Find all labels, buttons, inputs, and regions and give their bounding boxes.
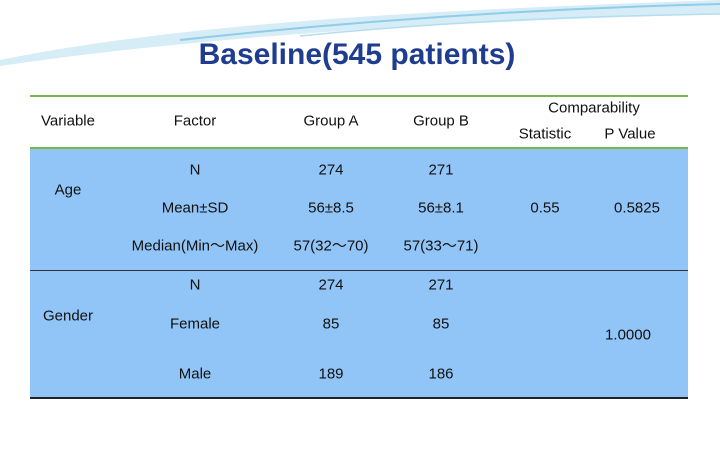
header: Group B bbox=[413, 112, 469, 130]
table-body bbox=[30, 148, 688, 398]
header: Comparability bbox=[548, 99, 640, 117]
decoration bbox=[0, 0, 720, 66]
factor: Male bbox=[178, 365, 212, 383]
group-a-value: 274 bbox=[318, 161, 344, 179]
group-b-value: 186 bbox=[428, 365, 454, 383]
group-b-value: 57(33～71) bbox=[403, 237, 479, 255]
group-a-value: 57(32～70) bbox=[293, 237, 369, 255]
group-a-value: 85 bbox=[322, 315, 340, 333]
header: Statistic bbox=[518, 125, 572, 143]
p-value: 1.0000 bbox=[605, 326, 651, 344]
group-b-value: 271 bbox=[428, 276, 454, 294]
rule bbox=[30, 397, 688, 399]
group-b-value: 56±8.1 bbox=[418, 199, 464, 217]
variable: Gender bbox=[42, 307, 94, 325]
swoosh bbox=[0, 0, 720, 66]
statistic: 0.55 bbox=[530, 199, 560, 217]
rule bbox=[30, 95, 688, 97]
factor: N bbox=[189, 276, 201, 294]
rule bbox=[30, 147, 688, 149]
rule bbox=[30, 270, 688, 271]
group-b-value: 271 bbox=[428, 161, 454, 179]
variable: Age bbox=[54, 181, 82, 199]
factor: N bbox=[189, 161, 201, 179]
p-value: 0.5825 bbox=[614, 199, 660, 217]
factor: Mean±SD bbox=[161, 199, 229, 217]
factor: Median(Min～Max) bbox=[131, 237, 259, 255]
header: Factor bbox=[173, 112, 217, 130]
header: Variable bbox=[41, 112, 95, 130]
slide-title: Baseline(545 patients) bbox=[198, 38, 516, 71]
swoosh-line bbox=[179, 3, 720, 41]
header: Group A bbox=[303, 112, 359, 130]
group-a-value: 189 bbox=[318, 365, 344, 383]
group-a-value: 274 bbox=[318, 276, 344, 294]
header: P Value bbox=[604, 125, 656, 143]
swoosh-line bbox=[299, 13, 720, 37]
group-a-value: 56±8.5 bbox=[308, 199, 354, 217]
group-b-value: 85 bbox=[432, 315, 450, 333]
factor: Female bbox=[169, 315, 221, 333]
